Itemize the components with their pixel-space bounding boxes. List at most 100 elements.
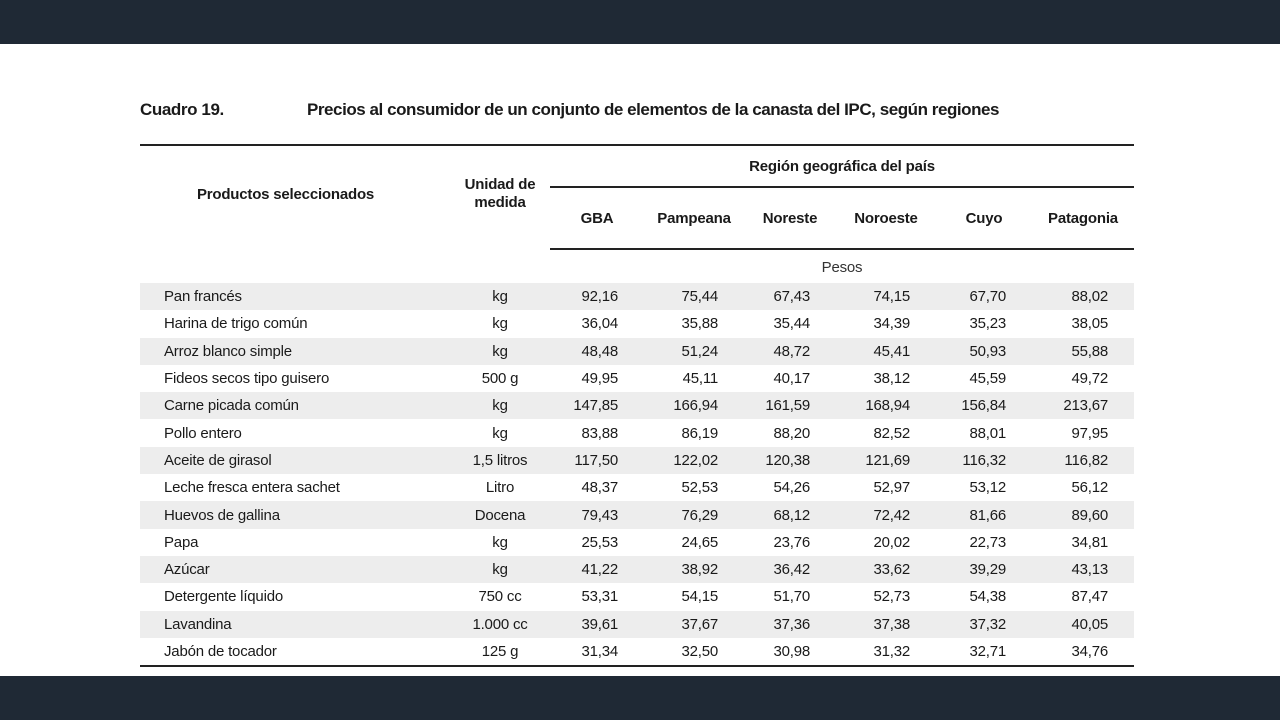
price-cell: 48,72 [744, 337, 836, 365]
table-row: Fideos secos tipo guisero 500 g 49,95 45,11… [140, 365, 1134, 392]
price-cell: 35,23 [969, 315, 1006, 333]
product-cell: Carne picada común [140, 392, 450, 420]
unit-cell: kg [450, 283, 550, 311]
product-cell: Pollo entero [164, 424, 242, 442]
table-row: Pan francés kg 92,16 75,44 67,43 74,15 67,70 88… [140, 283, 1134, 311]
product-cell: Leche fresca entera sachet [164, 479, 340, 497]
price-cell: 39,29 [936, 555, 1032, 584]
price-cell: 38,12 [873, 370, 910, 388]
table-caption: Cuadro 19. Precios al consumidor de un c… [140, 96, 1134, 126]
price-cell: 121,69 [836, 446, 936, 475]
header-products: Productos seleccionados [140, 144, 450, 249]
units-label: Pesos [821, 258, 863, 276]
unit-cell: kg [492, 533, 508, 551]
price-cell: 50,93 [936, 337, 1032, 365]
unit-cell: 1,5 litros [450, 446, 550, 475]
price-cell: 41,22 [550, 555, 644, 584]
product-cell: Papa [164, 533, 199, 551]
price-cell: 36,42 [744, 555, 836, 584]
price-cell: 39,61 [550, 610, 644, 638]
price-cell: 52,73 [873, 588, 910, 606]
bottom-bar [0, 676, 1280, 720]
table-row: Detergente líquido 750 cc 53,31 54,15 51,70 5… [140, 583, 1134, 610]
price-cell: 89,60 [1032, 501, 1134, 529]
price-cell: 83,88 [581, 424, 618, 442]
header-region-patagonia: Patagonia [1032, 187, 1134, 250]
product-cell: Lavandina [140, 610, 450, 638]
table-row: Azúcar kg 41,22 38,92 36,42 33,62 39,29 43,13 [140, 555, 1134, 584]
price-cell: 45,59 [969, 370, 1006, 388]
price-cell: 120,38 [744, 446, 836, 475]
price-cell: 37,36 [744, 610, 836, 638]
price-cell: 51,24 [644, 337, 744, 365]
product-cell: Arroz blanco simple [140, 337, 450, 365]
unit-cell: Litro [485, 479, 515, 497]
price-cell: 38,05 [1071, 315, 1108, 333]
price-cell: 79,43 [550, 501, 644, 529]
price-cell: 43,13 [1032, 555, 1134, 584]
caption-title: Precios al consumidor de un conjunto de … [307, 100, 1000, 119]
price-cell: 34,76 [1032, 637, 1134, 668]
price-cell: 147,85 [550, 392, 644, 420]
price-cell: 67,43 [744, 283, 836, 311]
table-row: Lavandina 1.000 cc 39,61 37,67 37,36 37,38 37,… [140, 610, 1134, 638]
unit-cell: 500 g [481, 370, 519, 388]
unit-cell: Docena [450, 501, 550, 529]
price-cell: 116,32 [936, 446, 1032, 475]
product-cell: Detergente líquido [164, 588, 283, 606]
price-cell: 53,31 [581, 588, 618, 606]
price-cell: 116,82 [1032, 446, 1134, 475]
price-cell: 31,32 [836, 637, 936, 668]
price-cell: 37,67 [644, 610, 744, 638]
price-cell: 36,04 [581, 315, 618, 333]
price-cell: 40,05 [1032, 610, 1134, 638]
price-cell: 81,66 [936, 501, 1032, 529]
product-cell: Azúcar [140, 555, 450, 584]
price-cell: 32,50 [644, 637, 744, 668]
price-cell: 86,19 [681, 424, 718, 442]
price-cell: 55,88 [1032, 337, 1134, 365]
price-cell: 213,67 [1032, 392, 1134, 420]
price-cell: 23,76 [773, 533, 810, 551]
unit-cell: kg [450, 337, 550, 365]
header-products-label: Productos seleccionados [196, 186, 375, 203]
price-cell: 67,70 [936, 283, 1032, 311]
unit-cell: kg [492, 315, 508, 333]
price-cell: 117,50 [550, 446, 644, 475]
price-cell: 49,95 [581, 370, 618, 388]
price-cell: 37,32 [936, 610, 1032, 638]
header-region-cuyo: Cuyo [936, 187, 1032, 250]
price-cell: 97,95 [1071, 424, 1108, 442]
price-cell: 75,44 [644, 283, 744, 311]
unit-cell: 125 g [450, 637, 550, 668]
unit-cell: kg [450, 392, 550, 420]
caption-number: Cuadro 19. [140, 100, 224, 119]
header-region-noreste: Noreste [744, 187, 836, 250]
product-cell: Harina de trigo común [164, 315, 308, 333]
price-cell: 56,12 [1071, 479, 1108, 497]
header-unit: Unidad de medida [450, 144, 550, 249]
price-cell: 87,47 [1071, 588, 1108, 606]
header-unit-line2: medida [474, 194, 526, 211]
price-cell: 22,73 [969, 533, 1006, 551]
price-cell: 54,15 [681, 588, 718, 606]
table-row: Leche fresca entera sachet Litro 48,37 52,5… [140, 474, 1134, 501]
header-unit-line1: Unidad de [464, 176, 536, 193]
price-cell: 40,17 [773, 370, 810, 388]
price-cell: 34,39 [873, 315, 910, 333]
product-cell: Jabón de tocador [140, 637, 450, 668]
price-cell: 37,38 [836, 610, 936, 638]
price-cell: 25,53 [581, 533, 618, 551]
table-row: Papa kg 25,53 24,65 23,76 20,02 22,73 34,81 [140, 529, 1134, 556]
price-cell: 76,29 [644, 501, 744, 529]
unit-cell: 1.000 cc [450, 610, 550, 638]
price-cell: 72,42 [836, 501, 936, 529]
price-cell: 161,59 [744, 392, 836, 420]
price-cell: 34,81 [1071, 533, 1108, 551]
product-cell: Fideos secos tipo guisero [164, 370, 330, 388]
header-region-group: Región geográfica del país [550, 144, 1134, 188]
price-cell: 52,97 [873, 479, 910, 497]
price-cell: 32,71 [936, 637, 1032, 668]
price-cell: 24,65 [681, 533, 718, 551]
document-page: Cuadro 19. Precios al consumidor de un c… [140, 96, 1134, 668]
